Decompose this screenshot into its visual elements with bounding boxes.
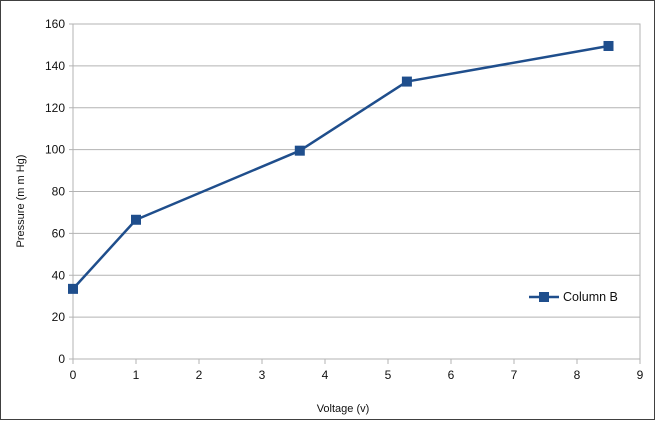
x-tick-label: 7 [511,368,518,382]
x-tick-label: 1 [133,368,140,382]
y-tick-label: 120 [45,101,65,115]
y-tick-label: 160 [45,17,65,31]
legend-marker-swatch [539,292,549,302]
data-point [131,214,141,225]
y-tick-label: 60 [52,226,66,240]
y-tick-label: 140 [45,59,65,73]
x-tick-label: 9 [637,368,644,382]
x-tick-label: 0 [70,368,77,382]
legend-label: Column B [563,290,618,304]
series-layer [68,40,614,294]
x-tick-label: 8 [574,368,581,382]
axes [69,23,641,364]
x-tick-label: 6 [448,368,455,382]
y-tick-label: 80 [52,185,66,199]
x-tick-label: 2 [196,368,203,382]
data-point [294,145,305,156]
data-point [68,283,78,294]
x-tick-label: 4 [322,368,329,382]
y-axis-title: Pressure (m m Hg) [15,155,27,248]
data-point [603,40,614,51]
y-tick-label: 0 [58,352,65,366]
y-tick-labels: 0 20 40 60 80 100 120 140 160 [45,17,65,366]
plot-border [72,23,641,360]
y-tick-label: 40 [52,268,66,282]
x-axis-title: Voltage (v) [317,403,370,415]
x-tick-labels: 0 1 2 3 4 5 6 7 8 9 [70,368,644,382]
y-tick-label: 20 [52,310,66,324]
x-tick-label: 3 [259,368,266,382]
x-tick-label: 5 [385,368,392,382]
legend: Column B [529,290,618,304]
data-point [401,76,412,87]
y-tick-label: 100 [45,143,65,157]
